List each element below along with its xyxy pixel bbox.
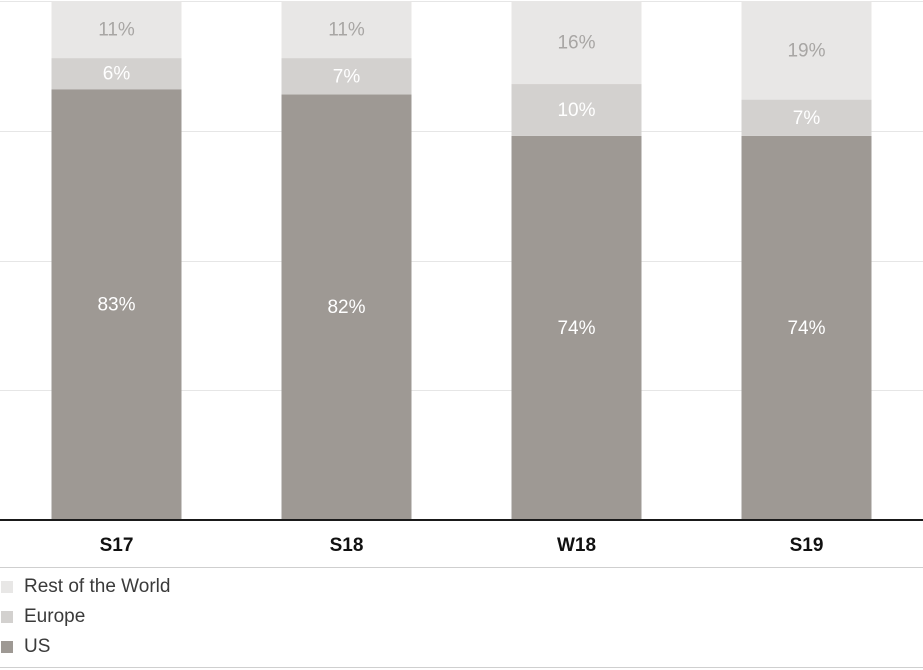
data-label-rest-of-the-world: 19%	[787, 40, 825, 61]
data-label-rest-of-the-world: 11%	[98, 20, 135, 41]
bar-segment-us	[741, 135, 872, 520]
bar-segment-europe	[51, 58, 182, 90]
data-label-europe: 6%	[103, 64, 131, 85]
bar-segment-europe	[741, 99, 872, 136]
bar-segment-us	[511, 135, 642, 520]
legend-item-us: US	[0, 632, 923, 662]
data-label-us: 82%	[327, 297, 365, 318]
legend-label: US	[24, 636, 51, 657]
bar-segment-rest-of-the-world	[741, 1, 872, 100]
category-label: S17	[100, 535, 134, 556]
data-label-rest-of-the-world: 16%	[557, 33, 595, 54]
bar-segment-europe	[511, 84, 642, 136]
data-label-europe: 10%	[557, 100, 595, 121]
category-labels: S17 S18 W18 S19	[100, 535, 824, 556]
legend-swatch	[1, 641, 13, 653]
data-label-europe: 7%	[793, 108, 821, 129]
bar-segment-europe	[281, 58, 412, 95]
bars	[51, 1, 872, 521]
bar-segment-rest-of-the-world	[51, 1, 182, 59]
legend-label: Europe	[24, 606, 86, 627]
category-label: W18	[557, 535, 596, 556]
data-label-rest-of-the-world: 11%	[328, 20, 365, 41]
legend-swatch	[1, 581, 13, 593]
data-label-europe: 7%	[333, 66, 361, 87]
legend-item-rest-of-the-world: Rest of the World	[0, 572, 923, 602]
segment-labels: 83% 6% 11% 82% 7% 11% 74% 10% 16% 74% 7% 19%	[97, 20, 825, 339]
legend-item-europe: Europe	[0, 602, 923, 632]
data-label-us: 74%	[787, 318, 825, 339]
bar-segment-rest-of-the-world	[281, 1, 412, 59]
legend-label: Rest of the World	[24, 576, 171, 597]
category-label: S18	[330, 535, 364, 556]
legend: Rest of the World Europe US	[0, 572, 923, 662]
bar-segment-rest-of-the-world	[511, 1, 642, 85]
data-label-us: 74%	[557, 318, 595, 339]
bar-segment-us	[281, 94, 412, 521]
legend-swatch	[1, 611, 13, 623]
bar-segment-us	[51, 89, 182, 520]
data-label-us: 83%	[97, 295, 135, 316]
category-label: S19	[790, 535, 824, 556]
